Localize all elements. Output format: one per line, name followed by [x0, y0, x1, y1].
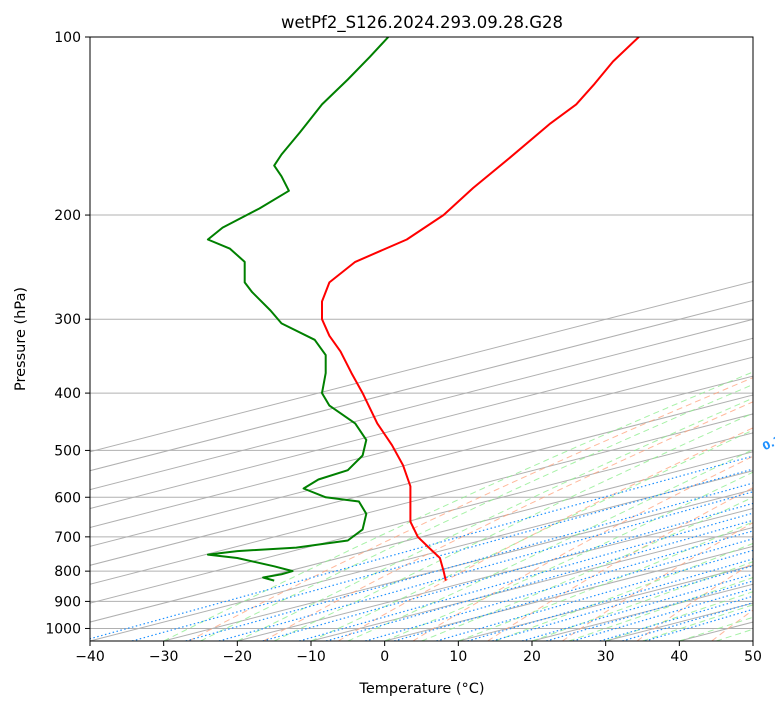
mixing-ratio-line — [262, 502, 753, 641]
isotherm-line — [163, 489, 753, 641]
mixing-ratio-line — [131, 468, 753, 641]
x-tick-label: −40 — [75, 649, 105, 665]
chart-title: wetPf2_S126.2024.293.09.28.G28 — [281, 13, 563, 33]
moist-adiabats — [163, 371, 753, 641]
mixing-ratio-line — [365, 530, 753, 641]
y-tick-label: 200 — [54, 208, 81, 224]
moist-adiabat — [531, 561, 753, 641]
x-tick-label: −10 — [296, 649, 326, 665]
isotherm-line — [90, 413, 753, 585]
y-tick-label: 800 — [54, 564, 81, 580]
moist-adiabat — [421, 496, 753, 641]
x-tick-label: 20 — [523, 649, 541, 665]
moist-adiabat — [384, 471, 753, 641]
isotherm-line — [90, 394, 753, 566]
isotherm-line — [310, 526, 753, 641]
moist-adiabat — [200, 383, 753, 641]
x-tick-label: 50 — [744, 649, 762, 665]
x-tick-label: 0 — [380, 649, 389, 665]
y-tick-label: 100 — [54, 30, 81, 46]
dry-adiabat — [487, 487, 753, 641]
x-tick-label: 40 — [670, 649, 688, 665]
y-tick-label: 900 — [54, 594, 81, 610]
y-tick-label: 600 — [54, 490, 81, 506]
mixing-ratio-line — [325, 519, 753, 641]
isotherm-line — [90, 432, 753, 604]
moist-adiabat — [163, 371, 753, 641]
x-axis-ticks: −40 −30 −20 −10 0 10 20 30 40 50 — [75, 641, 762, 665]
temperature-line — [321, 37, 640, 581]
y-tick-label: 500 — [54, 443, 81, 459]
isotherm-line — [237, 508, 753, 641]
moist-adiabat — [605, 591, 753, 641]
y-axis-label: Pressure (hPa) — [13, 287, 29, 391]
moist-adiabat — [237, 397, 753, 641]
mixing-ratio-lines — [90, 455, 753, 641]
skewed-isotherms — [90, 280, 753, 641]
x-tick-label: 30 — [597, 649, 615, 665]
moist-adiabat — [495, 542, 753, 641]
y-tick-label: 300 — [54, 312, 81, 328]
x-tick-label: −20 — [223, 649, 253, 665]
isotherm-line — [90, 451, 753, 623]
y-tick-label: 700 — [54, 530, 81, 546]
dry-adiabat — [412, 455, 753, 641]
isotherm-line — [90, 337, 753, 510]
x-axis-label: Temperature (°C) — [358, 681, 484, 697]
x-tick-label: 10 — [449, 649, 467, 665]
y-tick-label: 1000 — [45, 621, 81, 637]
isotherm-line — [90, 280, 753, 453]
dry-adiabat — [188, 377, 753, 641]
isotherm-line — [90, 299, 753, 472]
plot-area — [90, 37, 753, 641]
mixing-ratio-line — [599, 595, 753, 641]
isotherm-line — [90, 375, 753, 547]
mixing-ratio-line — [622, 602, 753, 641]
dry-adiabats — [188, 377, 753, 641]
sounding-series — [206, 37, 640, 582]
moist-adiabat — [347, 449, 753, 641]
mixing-ratio-line — [299, 512, 753, 641]
x-tick-label: −30 — [149, 649, 179, 665]
isotherm-line — [90, 318, 753, 491]
plot-frame — [89, 36, 754, 642]
y-tick-label: 400 — [54, 386, 81, 402]
dewpoint-line — [206, 37, 390, 582]
moist-adiabat — [273, 412, 753, 641]
y-axis-ticks: 100 200 300 400 500 600 700 800 900 1000 — [45, 30, 90, 637]
